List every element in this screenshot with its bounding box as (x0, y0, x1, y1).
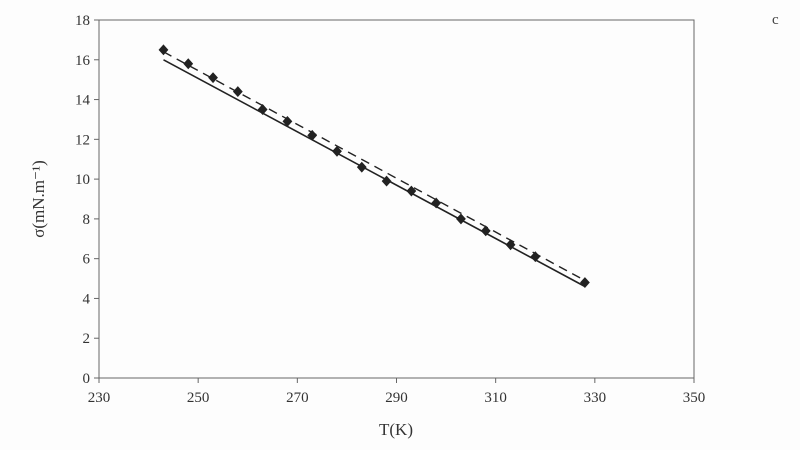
x-tick-label: 250 (187, 390, 210, 406)
x-tick-label: 290 (385, 390, 408, 406)
y-tick-label: 4 (83, 291, 91, 307)
data-point-marker (208, 72, 218, 84)
y-tick-label: 14 (75, 93, 91, 109)
y-axis-ticks: 0 2 4 6 8 10 12 14 16 18 (75, 13, 99, 387)
x-axis-title: T(K) (379, 420, 413, 439)
dashed-fit-line (163, 51, 586, 282)
x-axis-ticks: 230 250 270 290 310 330 350 (88, 378, 706, 406)
y-tick-label: 12 (75, 132, 90, 148)
y-tick-label: 16 (75, 53, 91, 69)
x-tick-label: 350 (683, 390, 706, 406)
data-point-marker (232, 86, 243, 98)
y-tick-label: 18 (75, 13, 90, 29)
y-tick-label: 0 (83, 371, 91, 387)
y-tick-label: 10 (75, 172, 90, 188)
y-tick-label: 2 (83, 331, 91, 347)
x-tick-label: 330 (584, 390, 607, 406)
y-tick-label: 8 (83, 212, 91, 228)
y-tick-label: 6 (83, 252, 91, 268)
x-tick-label: 230 (88, 390, 111, 406)
x-tick-label: 310 (484, 390, 507, 406)
data-point-marker (505, 239, 516, 251)
solid-fit-line (163, 59, 586, 288)
series-layer (158, 44, 590, 288)
y-axis-title: σ(mN.m⁻¹) (29, 160, 48, 238)
x-tick-label: 270 (286, 390, 309, 406)
data-point-marker (480, 225, 491, 237)
panel-corner-label: c (772, 12, 779, 28)
